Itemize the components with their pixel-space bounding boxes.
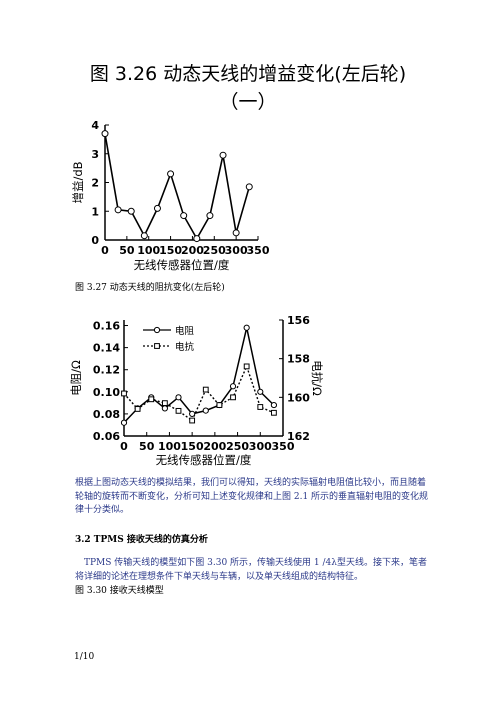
left-tick-label: 0.14 <box>93 342 120 355</box>
resistance-point <box>202 407 209 414</box>
reactance-point <box>257 404 264 410</box>
x-tick-label: 50 <box>119 244 135 257</box>
figure-caption-3-27: 图 3.27 动态天线的阻抗变化(左后轮) <box>75 283 225 293</box>
right-tick-label: 160 <box>287 391 310 404</box>
resistance-point <box>270 401 278 409</box>
legend-label-resistance: 电阻 <box>175 325 195 337</box>
x-axis-label: 无线传感器位置/度 <box>134 258 230 272</box>
right-axis-label: 电抗/Ω <box>310 360 324 396</box>
reactance-point <box>230 394 236 401</box>
reactance-point <box>271 409 277 416</box>
data-point <box>153 204 161 212</box>
resistance-point <box>243 324 250 331</box>
data-point <box>193 235 201 243</box>
data-point <box>180 212 188 220</box>
data-point <box>167 170 175 178</box>
reactance-point <box>161 400 168 407</box>
resistance-point <box>229 383 237 390</box>
y-tick-label: 4 <box>91 119 99 132</box>
left-tick-label: 0.10 <box>93 386 120 399</box>
section-heading: 3.2 TPMS 接收天线的仿真分析 <box>75 535 208 545</box>
x-tick-label: 0 <box>120 440 128 453</box>
data-point <box>245 183 253 191</box>
data-point <box>101 130 109 138</box>
x-tick-label: 100 <box>137 244 160 257</box>
left-axis-label: 电阻/Ω <box>69 360 83 396</box>
paragraph-tpms: TPMS 传输天线的模型如下图 3.30 所示，传输天线使用 1 /4λ型天线。… <box>75 558 427 582</box>
reactance-point <box>189 417 196 424</box>
right-tick-label: 162 <box>287 430 310 443</box>
legend-marker-resistance <box>153 326 161 334</box>
x-tick-label: 200 <box>181 244 204 257</box>
resistance-point <box>120 419 128 426</box>
figure-title-line1: 图 3.26 动态天线的增益变化(左后轮) <box>89 63 407 85</box>
left-tick-label: 0.06 <box>93 430 120 443</box>
figure-caption-3-30: 图 3.30 接收天线模型 <box>75 586 164 596</box>
y-tick-label: 3 <box>91 148 99 161</box>
reactance-point <box>134 406 141 412</box>
page-number: 1/10 <box>74 652 95 662</box>
reactance-point <box>148 396 155 403</box>
left-tick-label: 0.16 <box>93 320 120 333</box>
x-axis-label: 无线传感器位置/度 <box>156 453 252 467</box>
y-axis-label: 增益/dB <box>71 161 85 203</box>
x-tick-label: 150 <box>159 244 182 257</box>
x-tick-label: 350 <box>272 440 295 453</box>
x-tick-label: 150 <box>181 440 204 453</box>
resistance-point <box>257 388 264 395</box>
reactance-point <box>243 363 250 370</box>
data-point <box>232 229 240 237</box>
right-tick-label: 156 <box>287 314 310 327</box>
x-tick-label: 250 <box>226 440 249 453</box>
legend-marker-reactance <box>154 343 160 349</box>
right-tick-label: 158 <box>287 353 310 366</box>
data-point <box>206 212 214 220</box>
reactance-line <box>123 364 275 422</box>
resistance-point <box>189 410 196 418</box>
x-tick-label: 250 <box>203 244 226 257</box>
legend-label-reactance: 电抗 <box>175 341 195 353</box>
left-tick-label: 0.08 <box>93 408 120 421</box>
data-point <box>127 207 135 215</box>
figure-title-line2: （一） <box>219 91 277 113</box>
y-tick-label: 0 <box>91 234 99 247</box>
data-point <box>140 232 148 240</box>
x-tick-label: 50 <box>139 440 155 453</box>
reactance-point <box>175 407 182 414</box>
y-tick-label: 2 <box>91 177 99 190</box>
data-point <box>219 151 227 159</box>
x-tick-label: 300 <box>249 440 272 453</box>
resistance-point <box>161 405 168 412</box>
paragraph-analysis: 根据上图动态天线的模拟结果，我们可以得知，天线的实际辐射电阻值比较小，而且随着轮… <box>75 478 429 515</box>
resistance-line <box>123 327 275 424</box>
x-tick-label: 200 <box>203 440 226 453</box>
reactance-point <box>216 402 223 408</box>
x-tick-label: 100 <box>158 440 181 453</box>
x-tick-label: 300 <box>225 244 248 257</box>
resistance-point <box>175 394 182 401</box>
x-tick-label: 350 <box>247 244 270 257</box>
reactance-point <box>202 386 209 393</box>
y-tick-label: 1 <box>91 205 99 218</box>
reactance-point <box>121 390 127 397</box>
x-tick-label: 0 <box>101 244 109 257</box>
left-tick-label: 0.12 <box>93 364 120 377</box>
data-point <box>114 206 122 214</box>
